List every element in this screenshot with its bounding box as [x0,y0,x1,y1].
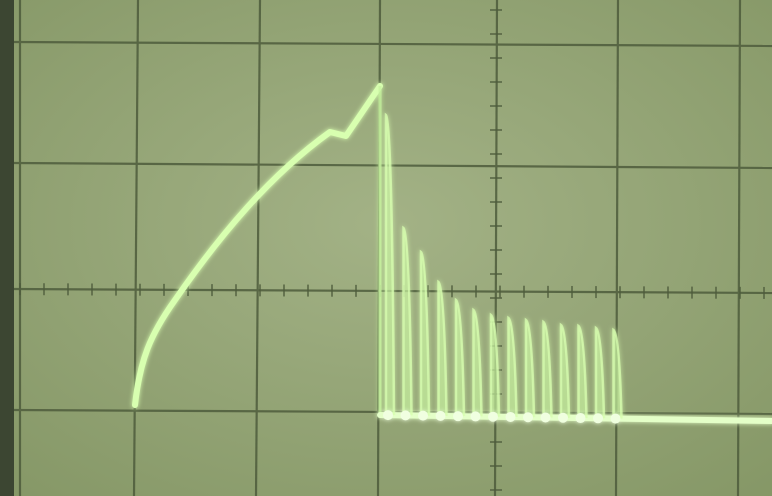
pulse-dot [418,411,428,421]
pulse-dot [541,413,551,423]
pulse-dot [436,411,446,421]
pulse-dot [383,410,393,420]
pulse-dot [558,413,568,423]
pulse-dot [471,411,481,421]
pulse-dot [506,412,516,422]
pulse-dot [453,411,463,421]
bezel-edge [0,0,14,496]
oscilloscope-screen [0,0,772,496]
pulse-dot [488,412,498,422]
page-body: (() => { JSON.parse(document.getElementB… [0,0,772,496]
pulse-dot [593,413,603,423]
pulse-dot [611,414,621,424]
pulse-dot [576,413,586,423]
page: Oscilloscope trace {} html, body { margi… [0,0,772,496]
pulse-dot [401,410,411,420]
pulse-dot [523,412,533,422]
